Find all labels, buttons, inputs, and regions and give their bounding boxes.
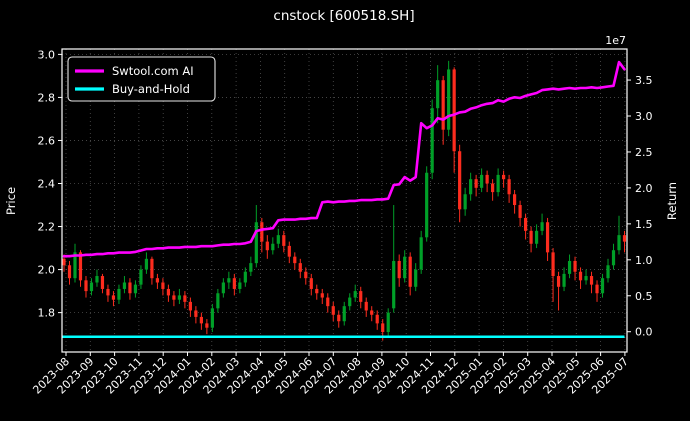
- price-tick-label: 3.0: [38, 48, 56, 61]
- legend-label-ai: Swtool.com AI: [112, 64, 194, 78]
- legend: Swtool.com AI Buy-and-Hold: [67, 56, 216, 102]
- return-tick-label: 0.5: [635, 290, 653, 303]
- return-axis-label: Return: [665, 182, 679, 220]
- candlesticks: [62, 60, 627, 341]
- price-axis-label: Price: [4, 187, 18, 215]
- return-tick-label: 3.5: [635, 74, 653, 87]
- price-tick-label: 2.2: [38, 221, 56, 234]
- return-tick-label: 1.5: [635, 218, 653, 231]
- grid-lines: [62, 49, 627, 352]
- return-tick-label: 3.0: [635, 110, 653, 123]
- price-tick-label: 2.4: [38, 177, 56, 190]
- price-tick-label: 1.8: [38, 307, 56, 320]
- return-tick-label: 0.0: [635, 326, 653, 339]
- return-axis-offset-label: 1e7: [605, 34, 626, 47]
- ai-strategy-line: [62, 60, 626, 258]
- chart-title: cnstock [600518.SH]: [273, 8, 414, 24]
- return-tick-label: 1.0: [635, 254, 653, 267]
- price-tick-label: 2.0: [38, 264, 56, 277]
- legend-box: [67, 56, 216, 102]
- price-tick-label: 2.6: [38, 134, 56, 147]
- plot-border: [61, 48, 628, 353]
- return-tick-label: 2.0: [635, 182, 653, 195]
- return-tick-label: 2.5: [635, 146, 653, 159]
- price-tick-label: 2.8: [38, 91, 56, 104]
- strategy-lines: [62, 60, 626, 339]
- legend-label-buy-and-hold: Buy-and-Hold: [112, 82, 190, 96]
